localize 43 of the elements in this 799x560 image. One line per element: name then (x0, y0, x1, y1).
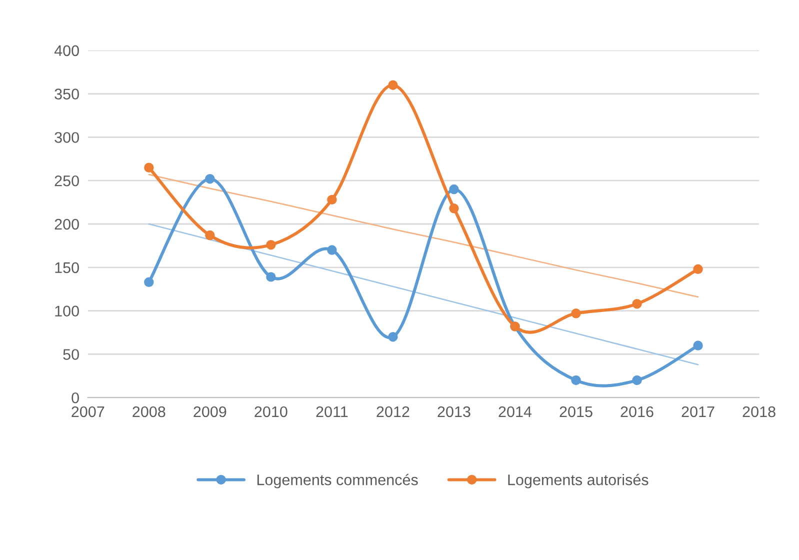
point (144, 277, 154, 288)
point (632, 375, 642, 386)
x-tick-label: 2014 (498, 406, 532, 418)
x-tick-label: 2007 (72, 406, 104, 418)
x-tick-label: 2018 (742, 406, 776, 418)
x-tick-label: 2015 (560, 406, 592, 418)
point (327, 245, 337, 255)
point (144, 162, 154, 172)
legend-label: Logements commencés (257, 474, 418, 488)
point (388, 332, 398, 342)
point (327, 194, 337, 205)
point (693, 340, 703, 350)
y-tick-label: 0 (72, 392, 79, 404)
point (571, 308, 581, 318)
point (632, 298, 642, 309)
x-tick-label: 2011 (316, 406, 348, 418)
y-tick-label: 300 (54, 132, 79, 143)
x-tick-label: 2009 (194, 406, 226, 418)
y-tick-label: 250 (54, 175, 79, 186)
point (266, 240, 276, 250)
x-tick-label: 2016 (620, 406, 654, 418)
x-tick-label: 2010 (254, 406, 288, 418)
y-tick-label: 150 (55, 262, 79, 274)
point (266, 272, 276, 282)
y-tick-label: 350 (54, 88, 79, 100)
legend-label: Logements autorisés (508, 474, 648, 488)
point (449, 184, 459, 194)
y-tick-label: 400 (54, 45, 79, 56)
point (449, 204, 459, 214)
point (693, 264, 703, 274)
point (205, 174, 215, 184)
y-tick-label: 200 (54, 218, 79, 230)
line-series (148, 223, 699, 366)
x-tick-label: 2017 (682, 406, 714, 418)
y-tick-label: 50 (63, 349, 79, 360)
x-tick-label: 2008 (132, 406, 166, 418)
line-series (148, 174, 699, 298)
x-tick-label: 2012 (376, 406, 410, 418)
point (571, 375, 581, 386)
point (388, 80, 398, 90)
point (205, 230, 215, 240)
x-tick-label: 2013 (438, 406, 470, 418)
y-tick-label: 100 (55, 306, 79, 316)
